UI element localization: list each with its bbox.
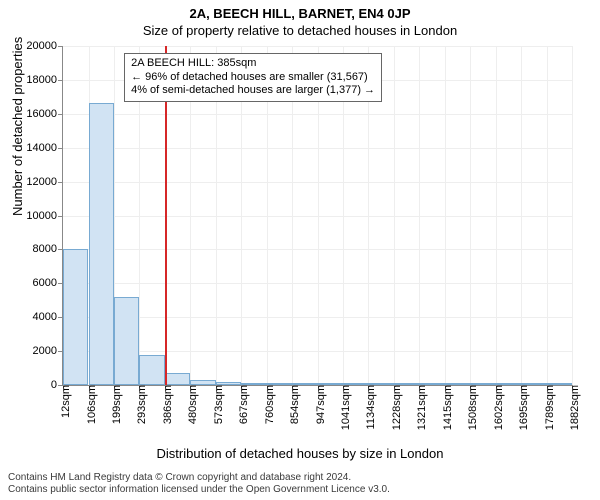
x-tick-label: 293sqm (130, 385, 148, 424)
histogram-bar (343, 383, 368, 385)
histogram-bar (139, 355, 164, 386)
y-tick-label: 20000 (26, 40, 63, 52)
x-tick-label: 1415sqm (436, 385, 454, 430)
annotation-line1: 2A BEECH HILL: 385sqm (131, 57, 375, 71)
x-tick-label: 1508sqm (461, 385, 479, 430)
y-tick-label: 16000 (26, 108, 63, 120)
histogram-bar (394, 383, 419, 385)
histogram-bar (547, 383, 572, 385)
y-tick-label: 12000 (26, 176, 63, 188)
histogram-bar (241, 383, 266, 385)
x-tick-label: 1789sqm (538, 385, 556, 430)
x-tick-label: 760sqm (258, 385, 276, 424)
gridline-vertical (572, 46, 573, 385)
y-axis-label: Number of detached properties (10, 37, 25, 216)
chart-container: 2A, BEECH HILL, BARNET, EN4 0JP Size of … (0, 0, 600, 500)
x-tick-label: 573sqm (207, 385, 225, 424)
y-tick-label: 8000 (33, 243, 63, 255)
histogram-bar (496, 383, 521, 385)
histogram-bar (521, 383, 546, 385)
y-tick-label: 18000 (26, 74, 63, 86)
histogram-bar (216, 382, 241, 385)
x-tick-label: 1134sqm (359, 385, 377, 429)
x-tick-label: 854sqm (283, 385, 301, 424)
histogram-bar (89, 103, 114, 385)
footer-line1: Contains HM Land Registry data © Crown c… (8, 472, 390, 484)
histogram-bar (114, 297, 139, 385)
x-tick-label: 1321sqm (410, 385, 428, 430)
x-tick-label: 106sqm (80, 385, 98, 424)
annotation-box: 2A BEECH HILL: 385sqm← 96% of detached h… (124, 53, 382, 102)
histogram-bar (292, 383, 317, 385)
histogram-bar (470, 383, 495, 385)
gridline-vertical (419, 46, 420, 385)
x-tick-label: 12sqm (54, 385, 72, 418)
histogram-bar (419, 383, 444, 385)
x-tick-label: 1695sqm (512, 385, 530, 430)
y-tick-label: 2000 (33, 345, 63, 357)
annotation-line2: ← 96% of detached houses are smaller (31… (131, 71, 375, 85)
y-tick-label: 10000 (26, 210, 63, 222)
annotation-line3: 4% of semi-detached houses are larger (1… (131, 84, 375, 98)
y-tick-label: 14000 (26, 142, 63, 154)
histogram-bar (368, 383, 393, 385)
x-tick-label: 667sqm (232, 385, 250, 424)
x-tick-label: 199sqm (105, 385, 123, 424)
gridline-vertical (445, 46, 446, 385)
chart-title-line1: 2A, BEECH HILL, BARNET, EN4 0JP (0, 0, 600, 21)
x-tick-label: 386sqm (156, 385, 174, 424)
gridline-vertical (394, 46, 395, 385)
x-axis-label: Distribution of detached houses by size … (0, 446, 600, 461)
x-tick-label: 947sqm (309, 385, 327, 424)
footer-attribution: Contains HM Land Registry data © Crown c… (8, 472, 390, 496)
gridline-vertical (547, 46, 548, 385)
x-tick-label: 1041sqm (334, 385, 352, 430)
y-tick-label: 4000 (33, 311, 63, 323)
gridline-vertical (496, 46, 497, 385)
chart-title-line2: Size of property relative to detached ho… (0, 21, 600, 38)
histogram-bar (165, 373, 190, 385)
footer-line2: Contains public sector information licen… (8, 484, 390, 496)
gridline-vertical (470, 46, 471, 385)
x-tick-label: 1882sqm (563, 385, 581, 430)
x-tick-label: 1228sqm (385, 385, 403, 430)
x-tick-label: 480sqm (181, 385, 199, 424)
histogram-bar (445, 383, 470, 385)
y-tick-label: 6000 (33, 277, 63, 289)
histogram-bar (190, 380, 215, 385)
plot-area: 0200040006000800010000120001400016000180… (62, 46, 572, 386)
histogram-bar (318, 383, 343, 385)
histogram-bar (267, 383, 292, 385)
histogram-bar (63, 249, 88, 385)
gridline-vertical (521, 46, 522, 385)
x-tick-label: 1602sqm (487, 385, 505, 430)
